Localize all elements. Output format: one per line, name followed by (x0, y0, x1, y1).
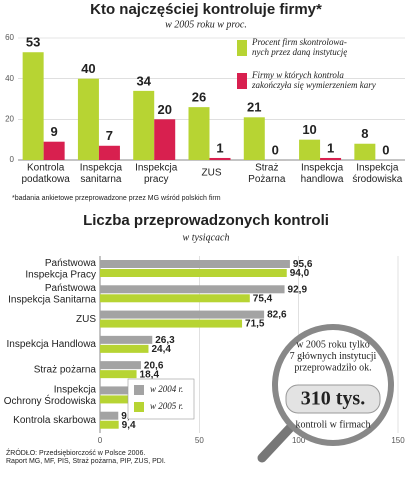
callout-badge (285, 384, 381, 414)
value-label: 7 (106, 128, 113, 143)
bar (209, 157, 231, 160)
callout-text: w 2005 roku tylko 7 głównych instytucji pr… (290, 340, 377, 374)
value-label: 24,4 (151, 344, 171, 355)
legend-label: w 2004 r. (150, 384, 183, 394)
y-tick-label: 0 (10, 155, 15, 164)
x-tick-label: Inspekcja sanitarna (80, 162, 123, 185)
bar (154, 119, 176, 160)
legend-swatch (134, 402, 144, 412)
callout-text: kontroli w firmach (296, 419, 371, 430)
y-tick-label: Inspekcja Ochrony Środowiska (4, 384, 97, 407)
bar (100, 361, 141, 370)
value-label: 9,4 (122, 420, 136, 431)
value-label: 10 (302, 122, 316, 137)
legend-swatch (134, 385, 144, 395)
source: ŹRÓDŁO: Przedsiębiorczość w Polsce 2006.… (6, 448, 166, 465)
bar (320, 157, 342, 160)
bar (243, 117, 265, 160)
bar (188, 107, 210, 160)
legend-label: w 2005 r. (150, 401, 183, 411)
bar (299, 139, 321, 160)
y-tick-label: Państwowa Inspekcja Sanitarna (8, 283, 96, 306)
bar (77, 78, 99, 160)
bar (100, 285, 285, 294)
y-tick-label: ZUS (76, 314, 96, 325)
chart-subtitle: w tysiącach (183, 232, 230, 243)
x-tick-label: ZUS (202, 168, 222, 179)
value-label: 8 (361, 126, 368, 141)
value-label: 1 (216, 140, 223, 155)
legend-swatch (237, 73, 247, 89)
bar (100, 420, 119, 429)
x-tick-label: 0 (98, 436, 103, 445)
x-tick-label: 50 (195, 436, 204, 445)
bar (98, 145, 120, 160)
y-tick-label: 60 (5, 33, 14, 42)
y-tick-label: Kontrola skarbowa (13, 415, 96, 426)
bar (100, 335, 153, 344)
chart-title: Kto najczęściej kontroluje firmy* (90, 1, 322, 18)
bar (43, 141, 65, 160)
footnote: *badania ankietowe przeprowadzone przez … (12, 195, 221, 202)
value-label: 18,4 (140, 369, 160, 380)
bar (22, 52, 44, 160)
bar (100, 386, 133, 395)
value-label: 20,6 (144, 360, 164, 371)
x-tick-label: Inspekcja handlowa (301, 162, 344, 185)
value-label: 20 (157, 102, 171, 117)
y-tick-label: 20 (5, 114, 14, 123)
value-label: 94,0 (290, 268, 310, 279)
y-tick-label: Państwowa Inspekcja Pracy (25, 258, 96, 281)
bar (100, 411, 119, 420)
legend-label: Procent firm skontrolowa-nych przez daną… (251, 37, 347, 57)
bar (133, 90, 155, 160)
bar (100, 310, 265, 319)
bar (100, 260, 290, 268)
value-label: 26 (192, 90, 206, 105)
y-tick-label: 40 (5, 74, 14, 83)
value-label: 75,4 (253, 293, 273, 304)
value-label: 92,9 (288, 284, 308, 295)
value-label: 0 (272, 142, 279, 157)
value-label: 1 (327, 140, 334, 155)
y-tick-label: Inspekcja Handlowa (7, 339, 97, 350)
callout-figure: 310 tys. (301, 388, 365, 410)
value-label: 34 (136, 73, 151, 88)
bar (100, 370, 137, 379)
legend-label: Firmy w których kontrola zakończyła się w… (251, 70, 376, 90)
x-tick-label: 100 (292, 436, 306, 445)
value-label: 0 (382, 142, 389, 157)
bar (100, 269, 287, 277)
bar (354, 143, 376, 160)
chart-title: Liczba przeprowadzonych kontroli (83, 212, 329, 229)
bar (100, 395, 135, 404)
bar (100, 294, 250, 303)
value-label: 95,6 (293, 259, 313, 270)
x-tick-label: Inspekcja środowiska (352, 162, 402, 185)
value-label: 9 (51, 124, 58, 139)
x-tick-label: Straż Pożarna (248, 162, 286, 185)
bar (100, 344, 149, 353)
value-label: 21 (247, 100, 261, 115)
value-label: 53 (26, 35, 40, 50)
magnifier-handle (257, 423, 295, 463)
value-label: 26,3 (155, 335, 175, 346)
x-tick-label: 150 (391, 436, 405, 445)
chart-subtitle: w 2005 roku w proc. (165, 19, 247, 30)
bar (100, 319, 243, 328)
y-tick-label: Straż pożarna (34, 364, 97, 375)
value-label: 82,6 (267, 310, 287, 321)
x-tick-label: Inspekcja pracy (135, 162, 178, 185)
x-tick-label: Kontrola podatkowa (21, 162, 70, 185)
legend-swatch (237, 40, 247, 56)
value-label: 71,5 (245, 319, 265, 330)
value-label: 40 (81, 61, 95, 76)
